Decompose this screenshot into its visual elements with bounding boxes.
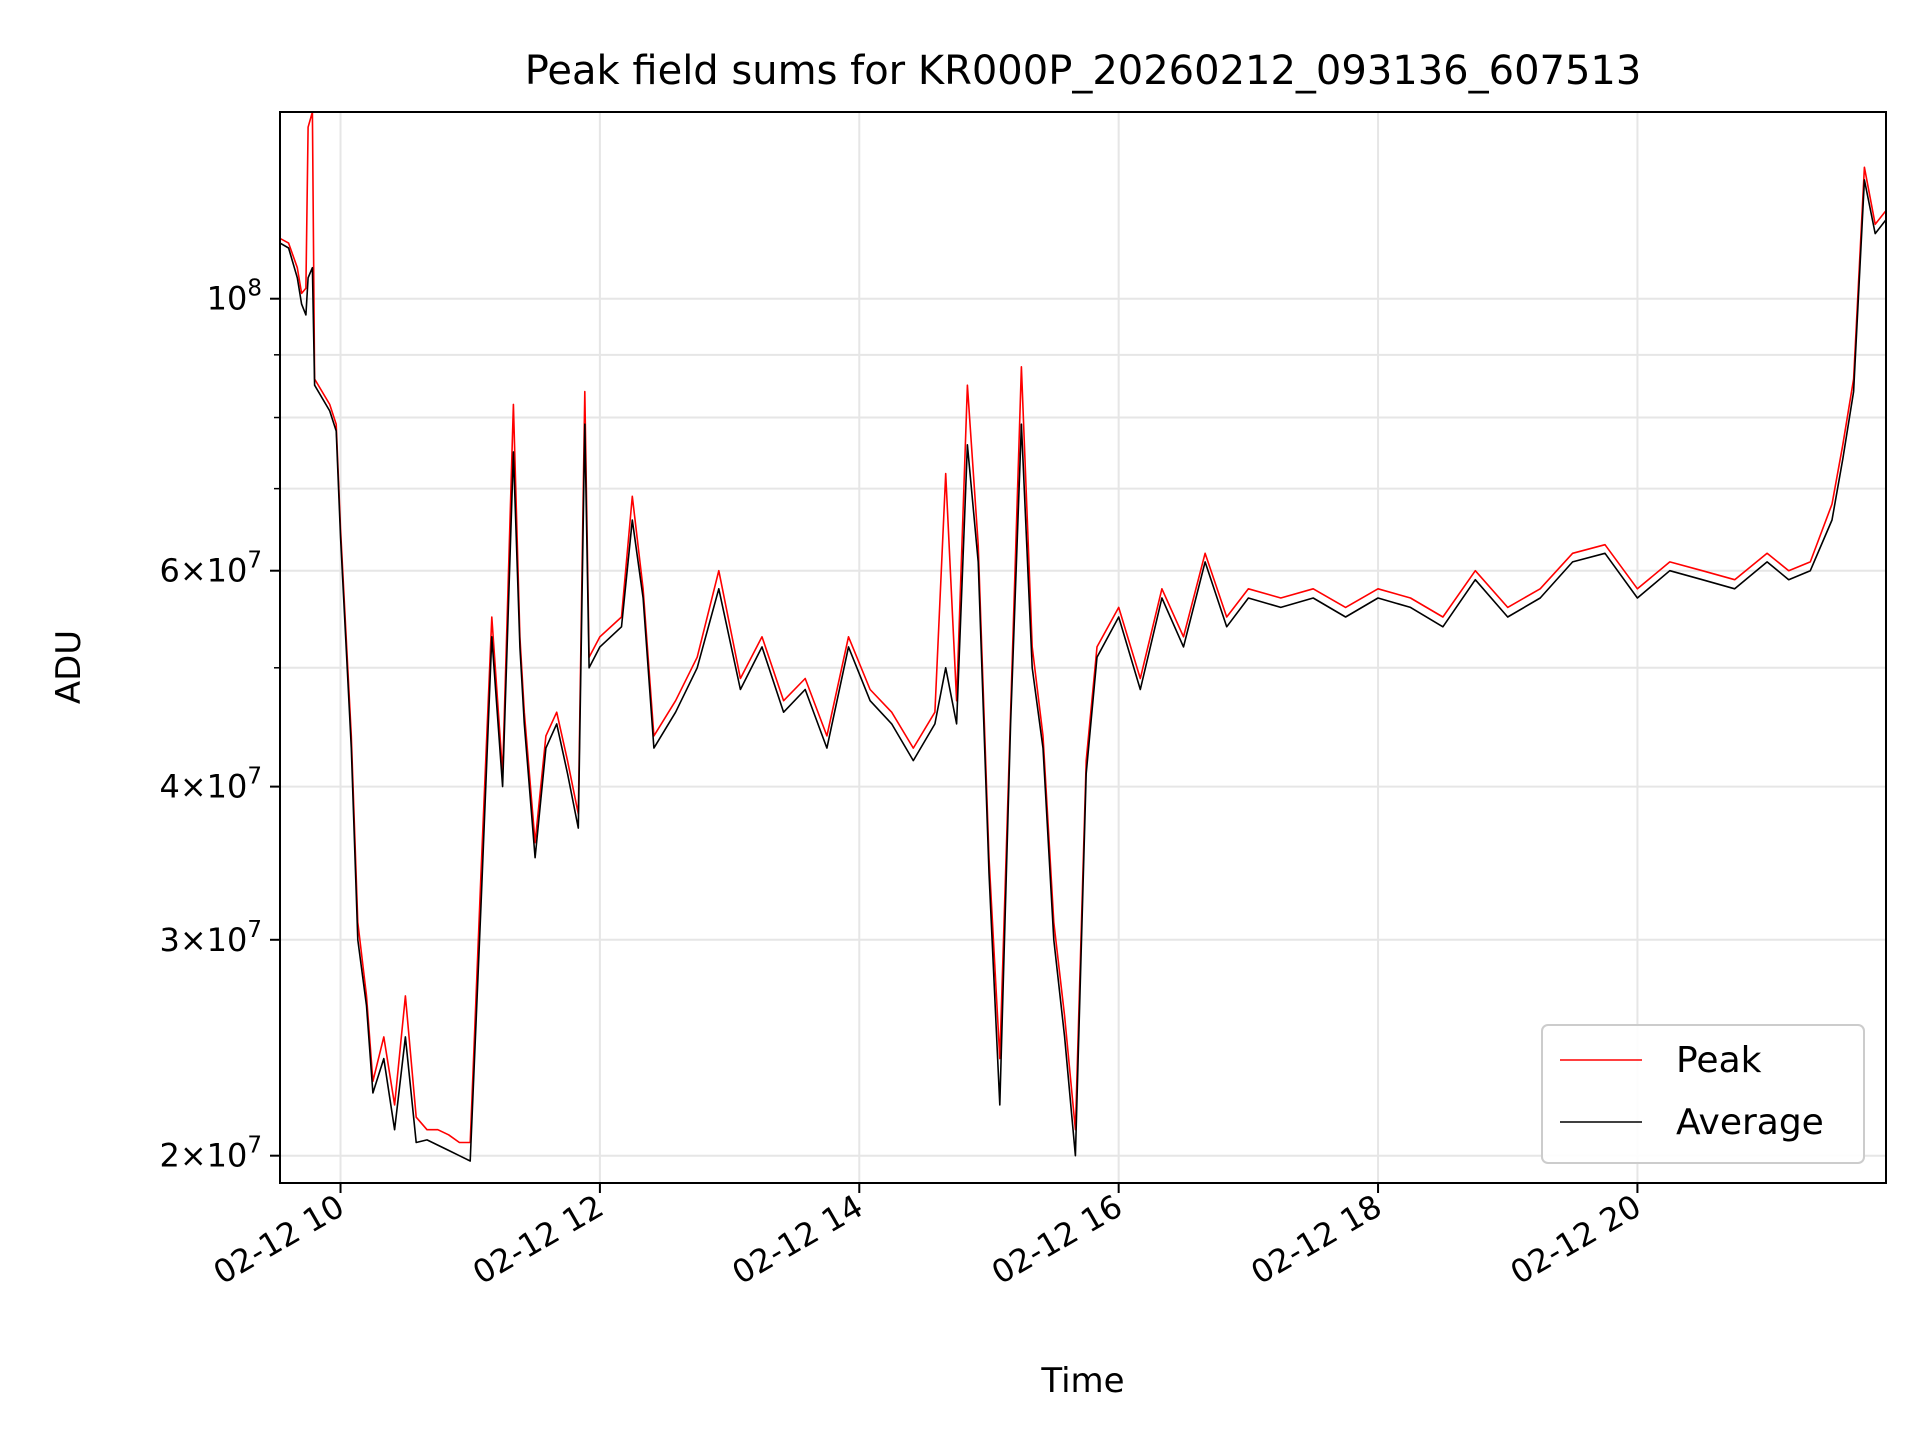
y-tick-label: 6×107 <box>159 548 262 590</box>
y-tick-label: 3×107 <box>159 917 262 959</box>
legend: Peak Average <box>1541 1024 1865 1164</box>
y-axis-label: ADU <box>49 630 89 704</box>
y-tick-label: 2×107 <box>159 1133 262 1175</box>
legend-label-peak: Peak <box>1676 1040 1762 1081</box>
legend-label-average: Average <box>1676 1102 1824 1143</box>
chart-title: Peak field sums for KR000P_20260212_0931… <box>525 48 1642 94</box>
y-tick-label: 108 <box>207 276 262 318</box>
series-line-average <box>280 179 1886 1162</box>
axes-frame <box>279 111 1887 1184</box>
series-layer <box>280 112 1886 1162</box>
x-axis-label: Time <box>1040 1361 1124 1401</box>
series-line-peak <box>280 112 1886 1144</box>
y-tick-label: 4×107 <box>159 764 262 806</box>
